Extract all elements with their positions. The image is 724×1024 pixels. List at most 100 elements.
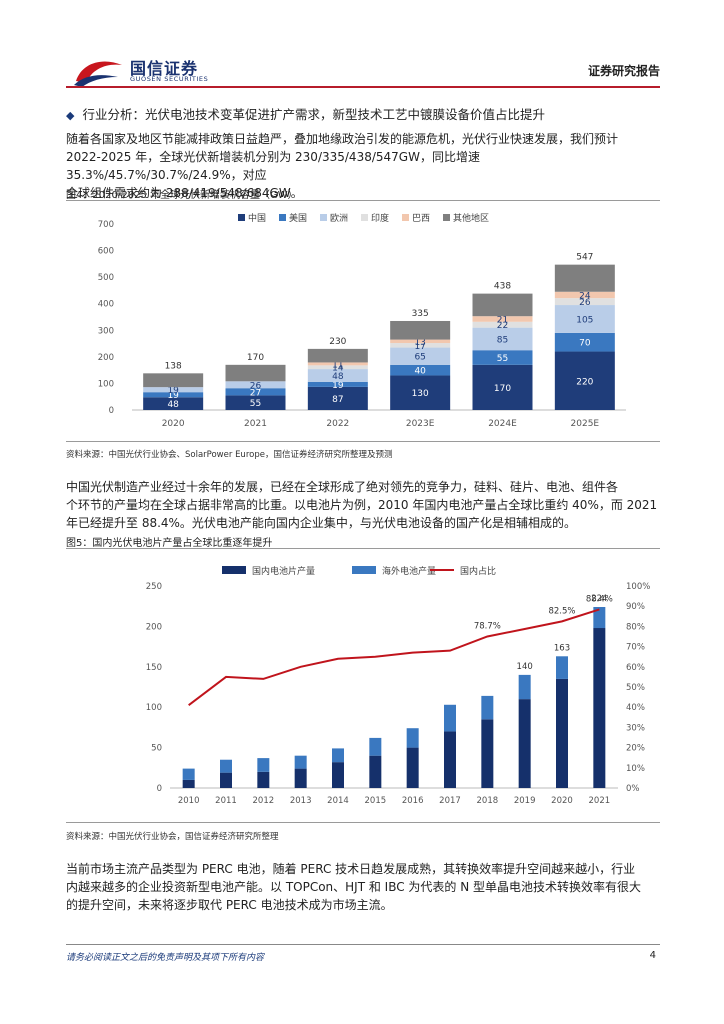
section-title-text: 行业分析：光伏电池技术变革促进扩产需求，新型技术工艺中镀膜设备价值占比提升 xyxy=(82,107,545,122)
paragraph-line: 2022-2025 年，全球光伏新增装机分别为 230/335/438/547G… xyxy=(66,150,480,182)
x-tick-label: 2020 xyxy=(162,419,185,429)
legend-label: 中国 xyxy=(248,212,266,224)
data-label: 26 xyxy=(579,298,591,308)
bar-segment-other xyxy=(554,264,615,292)
data-label: 13 xyxy=(414,338,425,348)
footer-divider xyxy=(66,944,660,945)
x-tick-label: 2012 xyxy=(253,796,275,806)
legend-swatch xyxy=(361,214,368,221)
bar-segment-other xyxy=(472,293,533,317)
y-tick-label: 400 xyxy=(98,300,114,310)
figure-5-source: 资料来源：中国光伏行业协会，国信证券经济研究所整理 xyxy=(66,832,279,842)
bar-segment-other xyxy=(225,364,286,382)
y-tick-label: 700 xyxy=(98,220,114,230)
bar-overseas xyxy=(182,768,195,780)
bar-segment xyxy=(307,386,368,410)
x-tick-label: 2015 xyxy=(365,796,387,806)
bar-total-label: 438 xyxy=(494,282,511,292)
bar-overseas xyxy=(518,674,531,700)
data-label: 220 xyxy=(576,377,593,387)
legend-label: 其他地区 xyxy=(453,212,489,224)
x-tick-label: 2018 xyxy=(477,796,499,806)
paragraph-line: 年已经提升至 88.4%。光伏电池产能向国内企业集中，与光伏电池设备的国产化是相… xyxy=(66,516,576,530)
bar-total-label: 163 xyxy=(554,643,570,653)
line-data-label: 88.4% xyxy=(586,594,613,604)
legend-label: 美国 xyxy=(289,212,307,224)
legend-swatch xyxy=(320,214,327,221)
data-label: 19 xyxy=(167,391,179,401)
bar-overseas xyxy=(406,728,419,748)
data-label: 24 xyxy=(579,291,591,301)
bar-segment xyxy=(472,321,533,328)
bar-segment xyxy=(390,347,451,365)
bar-domestic xyxy=(257,771,270,788)
bar-total-label: 170 xyxy=(247,353,264,363)
legend-label: 海外电池产量 xyxy=(382,565,436,577)
paragraph-3: 当前市场主流产品类型为 PERC 电池，随着 PERC 技术日趋发展成熟，其转换… xyxy=(66,860,660,914)
bar-overseas xyxy=(294,755,307,769)
bar-domestic xyxy=(294,768,307,788)
x-tick-label: 2010 xyxy=(178,796,200,806)
bar-segment xyxy=(390,339,451,344)
line-data-label: 78.7% xyxy=(474,622,501,632)
figure-4-top-rule xyxy=(66,200,660,201)
bar-segment xyxy=(472,327,533,351)
bar-overseas xyxy=(369,737,382,756)
y-right-tick-label: 20% xyxy=(626,744,645,754)
bar-total-label: 230 xyxy=(329,337,346,347)
figure-4-title: 图4：2020-2025 年全球光伏新增装机容量（GW） xyxy=(66,190,298,201)
x-tick-label: 2013 xyxy=(290,796,312,806)
bar-segment xyxy=(143,387,204,393)
paragraph-line: 中国光伏制造产业经过十余年的发展，已经在全球形成了绝对领先的竞争力，硅料、硅片、… xyxy=(66,480,619,494)
bar-domestic xyxy=(369,755,382,788)
y-right-tick-label: 10% xyxy=(626,764,645,774)
x-tick-label: 2016 xyxy=(402,796,424,806)
legend-swatch xyxy=(279,214,286,221)
bar-segment xyxy=(143,392,204,398)
legend-label: 印度 xyxy=(371,212,389,224)
paragraph-2: 中国光伏制造产业经过十余年的发展，已经在全球形成了绝对领先的竞争力，硅料、硅片、… xyxy=(66,478,660,532)
data-label: 27 xyxy=(250,388,261,398)
data-label: 48 xyxy=(332,372,344,382)
y-right-tick-label: 50% xyxy=(626,683,645,693)
y-right-tick-label: 90% xyxy=(626,602,645,612)
y-tick-label: 300 xyxy=(98,326,114,336)
logo-text-cn: 国信证券 xyxy=(130,59,199,78)
y-right-tick-label: 30% xyxy=(626,723,645,733)
bar-overseas xyxy=(257,758,270,772)
bar-domestic xyxy=(481,719,494,788)
bar-domestic xyxy=(556,678,568,788)
bar-segment xyxy=(472,364,533,410)
legend-label: 巴西 xyxy=(412,213,430,224)
data-label: 105 xyxy=(576,315,593,325)
x-tick-label: 2024E xyxy=(488,419,517,429)
bar-segment xyxy=(554,332,615,352)
bar-segment xyxy=(143,397,204,410)
bar-segment xyxy=(225,381,286,389)
page-header: 国信证券 GUOSEN SECURITIES 证券研究报告 xyxy=(66,50,660,90)
bar-total-label: 547 xyxy=(576,253,593,263)
y-left-tick-label: 50 xyxy=(151,744,162,754)
figure-5-title: 图5：国内光伏电池片产量占全球比重逐年提升 xyxy=(66,538,273,549)
x-tick-label: 2019 xyxy=(514,796,536,806)
y-right-tick-label: 40% xyxy=(626,703,645,713)
y-right-tick-label: 0% xyxy=(626,784,640,794)
bar-segment xyxy=(307,369,368,382)
bar-domestic xyxy=(518,699,531,788)
y-right-tick-label: 70% xyxy=(626,643,645,653)
bar-overseas xyxy=(444,704,456,732)
bar-segment xyxy=(225,388,286,396)
y-tick-label: 0 xyxy=(109,406,114,416)
y-left-tick-label: 0 xyxy=(157,784,162,794)
bar-segment xyxy=(225,395,286,410)
x-tick-label: 2022 xyxy=(326,419,349,429)
data-label: 65 xyxy=(414,353,425,363)
x-tick-label: 2017 xyxy=(439,796,461,806)
legend-swatch xyxy=(443,214,450,221)
x-tick-label: 2021 xyxy=(244,419,267,429)
y-left-tick-label: 250 xyxy=(146,582,162,592)
bar-total-label: 335 xyxy=(412,309,429,319)
data-label: 130 xyxy=(412,389,429,399)
logo-text-en: GUOSEN SECURITIES xyxy=(130,75,209,83)
bar-domestic xyxy=(220,772,232,788)
